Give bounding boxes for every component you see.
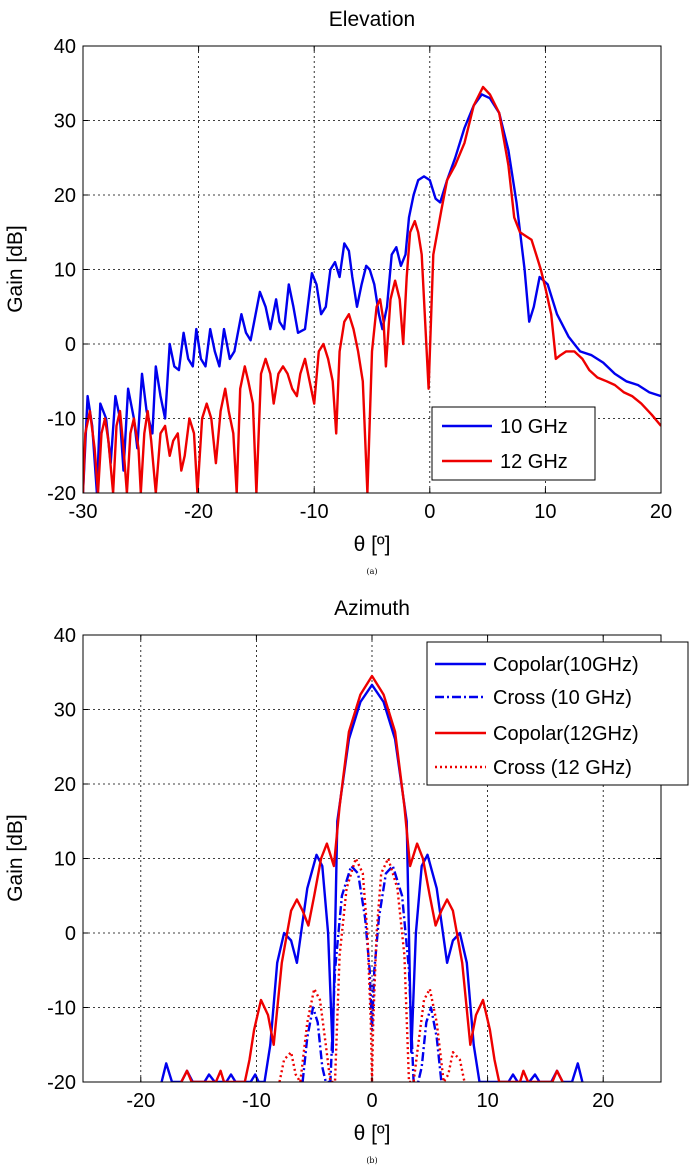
x-tick-label: -30 bbox=[69, 501, 98, 523]
y-tick-label: 20 bbox=[54, 185, 76, 207]
series-line-copolar-10ghz bbox=[160, 683, 584, 1082]
legend: Copolar(10GHz) Cross (10 GHz) Copolar(12… bbox=[426, 641, 689, 786]
x-tick-label: 0 bbox=[424, 501, 435, 523]
x-axis-label: θ [º] bbox=[354, 533, 391, 556]
series-line-12-ghz bbox=[83, 85, 661, 493]
y-tick-label: 0 bbox=[65, 334, 76, 356]
x-tick-label: 10 bbox=[476, 1090, 498, 1112]
series-lines bbox=[160, 674, 584, 1082]
legend-box bbox=[426, 641, 689, 786]
y-tick-label: -20 bbox=[47, 483, 76, 505]
x-tick-label: -10 bbox=[242, 1090, 271, 1112]
legend-label-cross-12ghz: Cross (12 GHz) bbox=[493, 757, 632, 779]
chart-title: Elevation bbox=[329, 8, 415, 31]
y-tick-label: 40 bbox=[54, 36, 76, 58]
axis-ticks: -20 -10 0 10 20 -20 -10 0 10 20 30 40 bbox=[47, 625, 661, 1112]
y-axis-label: Gain [dB] bbox=[4, 225, 27, 313]
y-tick-label: 40 bbox=[54, 625, 76, 647]
x-tick-label: 20 bbox=[592, 1090, 614, 1112]
series-line-cross-12-ghz bbox=[278, 857, 466, 1082]
legend-label-copolar-10ghz: Copolar(10GHz) bbox=[493, 654, 639, 676]
x-tick-label: -20 bbox=[184, 501, 213, 523]
chart-title: Azimuth bbox=[334, 597, 410, 620]
legend-box bbox=[431, 406, 596, 481]
y-tick-label: -10 bbox=[47, 409, 76, 431]
y-tick-label: -10 bbox=[47, 998, 76, 1020]
subfigure-label: (b) bbox=[366, 1156, 377, 1165]
series-line-10-ghz bbox=[83, 93, 661, 493]
y-tick-label: 20 bbox=[54, 774, 76, 796]
x-tick-label: 0 bbox=[366, 1090, 377, 1112]
legend-label-cross-10ghz: Cross (10 GHz) bbox=[493, 687, 632, 709]
azimuth-chart: Azimuth θ [º] Gain [dB] (b) -20 -10 0 10 20-… bbox=[4, 597, 689, 1165]
legend-label-12ghz: 12 GHz bbox=[500, 451, 568, 473]
y-axis-label: Gain [dB] bbox=[4, 814, 27, 902]
series-line-copolar-12ghz bbox=[180, 674, 564, 1082]
series-lines bbox=[83, 85, 661, 493]
elevation-chart: Elevation θ [º] Gain [dB] (a) -30 -20 -10 0… bbox=[4, 8, 672, 576]
y-tick-label: -20 bbox=[47, 1072, 76, 1094]
x-tick-label: 10 bbox=[534, 501, 556, 523]
y-tick-label: 30 bbox=[54, 700, 76, 722]
y-tick-label: 30 bbox=[54, 111, 76, 133]
x-axis-label: θ [º] bbox=[354, 1122, 391, 1145]
legend: 10 GHz 12 GHz bbox=[431, 406, 596, 481]
subfigure-label: (a) bbox=[366, 567, 377, 576]
y-tick-label: 10 bbox=[54, 849, 76, 871]
y-tick-label: 0 bbox=[65, 923, 76, 945]
legend-label-10ghz: 10 GHz bbox=[500, 416, 568, 438]
x-tick-label: 20 bbox=[650, 501, 672, 523]
y-tick-label: 10 bbox=[54, 260, 76, 282]
x-tick-label: -10 bbox=[300, 501, 329, 523]
x-tick-label: -20 bbox=[126, 1090, 155, 1112]
legend-label-copolar-12ghz: Copolar(12GHz) bbox=[493, 723, 639, 745]
